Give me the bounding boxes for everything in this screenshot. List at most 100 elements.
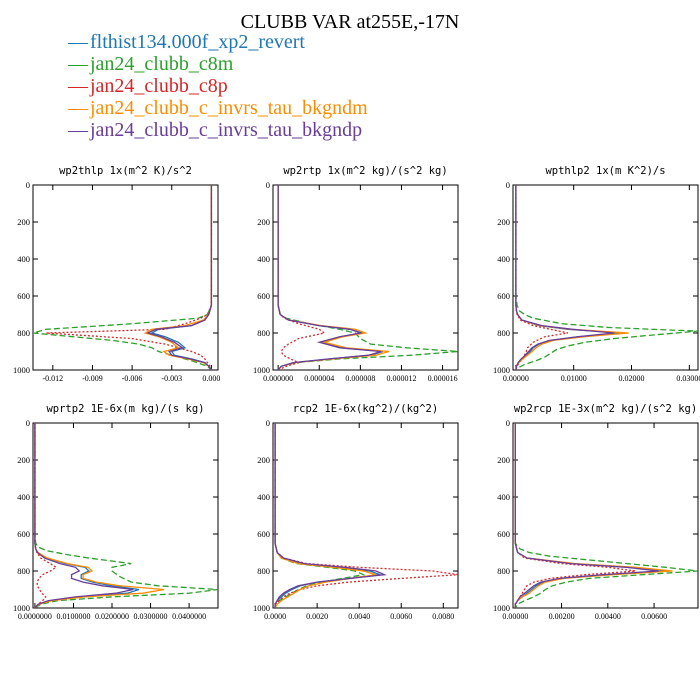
series-line: [277, 185, 458, 370]
series-line: [274, 423, 458, 608]
x-tick-label: 0.0000000: [18, 612, 52, 621]
x-tick-label: 0.00000: [503, 374, 529, 383]
legend-label: jan24_clubb_c8p: [89, 75, 228, 97]
series-group: [277, 185, 458, 370]
y-tick-label: 600: [17, 291, 30, 301]
legend-swatch: —: [67, 53, 89, 75]
panel: wp2rcp 1E-3x(m^2 kg)/(s^2 kg) 0 200 400 600 8…: [493, 403, 699, 621]
y-tick-label: 400: [257, 492, 270, 502]
series-line: [274, 423, 387, 608]
x-tick-label: -0.009: [82, 374, 103, 383]
y-tick-label: 0: [266, 180, 270, 190]
series-line: [274, 423, 381, 608]
y-tick-label: 600: [257, 529, 270, 539]
series-line: [514, 423, 636, 608]
y-tick-label: 0: [506, 418, 510, 428]
x-tick-label: 0.000016: [428, 374, 458, 383]
x-tick-label: -0.006: [122, 374, 143, 383]
y-tick-label: 1000: [253, 603, 270, 613]
legend-label: flthist134.000f_xp2_revert: [90, 31, 305, 53]
x-tick-label: 0.0040: [348, 612, 370, 621]
y-tick-label: 400: [17, 254, 30, 264]
y-tick-label: 1000: [253, 365, 270, 375]
series-line: [34, 423, 218, 608]
series-line: [33, 185, 213, 370]
legend-label: jan24_clubb_c_invrs_tau_bkgndp: [89, 119, 362, 141]
series-group: [274, 423, 458, 608]
legend-swatch: —: [67, 97, 89, 119]
legend-swatch: —: [67, 119, 89, 141]
x-tick-label: 0.000012: [386, 374, 416, 383]
x-tick-label: 0.0000: [264, 612, 286, 621]
x-tick-label: 0.03000: [676, 374, 700, 383]
y-tick-label: 200: [257, 455, 270, 465]
x-tick-label: 0.00000: [502, 612, 528, 621]
legend-label: jan24_clubb_c_invrs_tau_bkgndm: [89, 97, 368, 119]
x-tick-label: 0.00200: [549, 612, 575, 621]
x-tick-label: 0.00600: [641, 612, 667, 621]
y-tick-label: 400: [497, 492, 510, 502]
x-tick-label: 0.0300000: [134, 612, 168, 621]
y-tick-label: 800: [257, 328, 270, 338]
series-line: [34, 423, 140, 608]
y-tick-label: 1000: [493, 603, 510, 613]
y-tick-label: 800: [17, 566, 30, 576]
y-tick-label: 1000: [493, 365, 510, 375]
y-tick-label: 200: [497, 455, 510, 465]
series-line: [514, 423, 669, 608]
series-line: [146, 185, 213, 370]
x-tick-label: 0.000004: [304, 374, 334, 383]
x-tick-label: 0.0200000: [95, 612, 129, 621]
x-tick-label: 0.0080: [432, 612, 454, 621]
y-tick-label: 200: [497, 217, 510, 227]
x-tick-label: 0.0400000: [172, 612, 206, 621]
series-line: [34, 423, 165, 608]
y-tick-label: 800: [497, 566, 510, 576]
panel: wprtp2 1E-6x(m kg)/(s kg) 0 200 400 600 800 10…: [13, 403, 219, 621]
series-line: [274, 423, 366, 608]
legend-item: — jan24_clubb_c_invrs_tau_bkgndm: [67, 97, 368, 119]
panel-frame: [512, 184, 699, 371]
y-tick-label: 1000: [13, 365, 30, 375]
panel-frame: [272, 422, 459, 609]
y-tick-label: 400: [257, 254, 270, 264]
series-line: [46, 185, 213, 370]
panel: wpthlp2 1x(m K^2)/s 0 200 400 600 800 10000.00…: [493, 165, 700, 383]
series-group: [515, 185, 698, 370]
panel-title: rcp2 1E-6x(kg^2)/(kg^2): [293, 403, 438, 415]
legend-item: — jan24_clubb_c_invrs_tau_bkgndp: [67, 119, 362, 141]
panel-frame: [32, 422, 219, 609]
y-tick-label: 200: [257, 217, 270, 227]
legend-swatch: —: [67, 31, 89, 53]
panel: wp2thlp 1x(m^2 K)/s^2 0 200 400 600 800 1000 -0…: [13, 165, 220, 383]
x-tick-label: 0.000000: [263, 374, 293, 383]
x-tick-label: -0.012: [42, 374, 63, 383]
panel-frame: [512, 422, 699, 609]
panel-title: wp2thlp 1x(m^2 K)/s^2: [59, 165, 192, 177]
y-tick-label: 0: [26, 180, 30, 190]
legend: — flthist134.000f_xp2_revert— jan24_clubb_…: [67, 31, 368, 141]
legend-item: — jan24_clubb_c8m: [67, 53, 234, 75]
x-tick-label: 0.0100000: [56, 612, 90, 621]
x-tick-label: 0.0020: [306, 612, 328, 621]
y-tick-label: 800: [257, 566, 270, 576]
legend-swatch: —: [67, 75, 89, 97]
panel: rcp2 1E-6x(kg^2)/(kg^2) 0 200 400 600 800 1000…: [253, 403, 459, 621]
series-line: [277, 185, 390, 370]
legend-item: — jan24_clubb_c8p: [67, 75, 228, 97]
series-line: [515, 185, 623, 370]
y-tick-label: 200: [17, 217, 30, 227]
series-group: [34, 423, 218, 608]
y-tick-label: 600: [497, 291, 510, 301]
panel-title: wpthlp2 1x(m K^2)/s: [545, 165, 665, 177]
series-line: [515, 185, 569, 370]
series-group: [33, 185, 213, 370]
series-line: [514, 423, 698, 608]
panel-title: wp2rtp 1x(m^2 kg)/(s^2 kg): [283, 165, 447, 177]
panel-frame: [272, 184, 459, 371]
x-tick-label: 0.01000: [561, 374, 587, 383]
series-line: [277, 185, 384, 370]
x-tick-label: 0.0060: [390, 612, 412, 621]
x-tick-label: 0.02000: [619, 374, 645, 383]
